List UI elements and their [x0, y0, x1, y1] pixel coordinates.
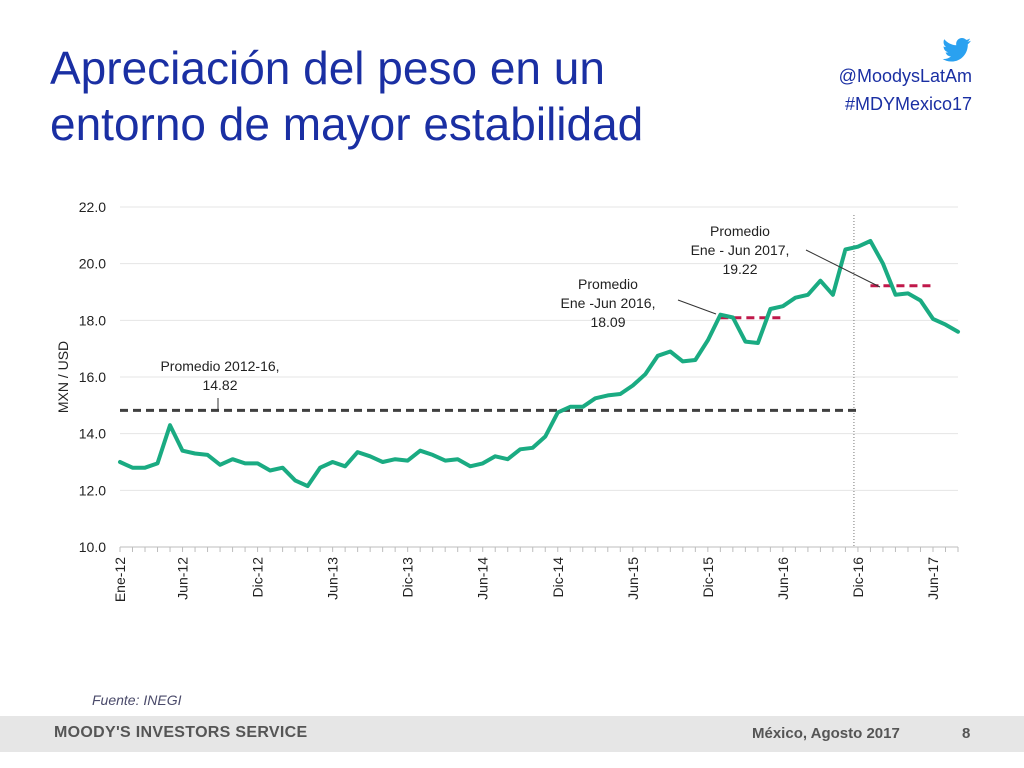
- x-tick-label: Jun-13: [325, 557, 341, 600]
- annotation-value: 19.22: [722, 261, 757, 277]
- source-note: Fuente: INEGI: [92, 692, 182, 708]
- annotation-leader: [677, 299, 717, 315]
- y-tick-label: 16.0: [79, 369, 106, 385]
- twitter-handle[interactable]: @MoodysLatAm: [838, 66, 972, 86]
- annotation-label: Promedio: [578, 276, 638, 292]
- x-tick-label: Dic-14: [550, 557, 566, 598]
- x-tick-label: Dic-15: [700, 557, 716, 598]
- x-tick-label: Ene-12: [112, 557, 128, 602]
- exchange-rate-chart: 10.0 12.0 14.0 16.0 18.0 20.0 22.0 Ene-12 Jun-12…: [55, 199, 960, 602]
- annotation-label: Promedio 2012-16,: [160, 358, 279, 374]
- annotation-label: Promedio: [710, 223, 770, 239]
- footer-date: México, Agosto 2017: [752, 725, 900, 742]
- y-tick-label: 22.0: [79, 199, 106, 215]
- annotation-value: 14.82: [202, 377, 237, 393]
- annotation-value: 18.09: [590, 314, 625, 330]
- exchange-rate-line: [118, 239, 960, 489]
- hashtag[interactable]: #MDYMexico17: [844, 94, 972, 114]
- x-tick-label: Dic-16: [850, 557, 866, 598]
- annotation-label: Ene - Jun 2017,: [691, 242, 790, 258]
- annotation-leader: [805, 249, 881, 288]
- title-line-1: Apreciación del peso en un: [50, 42, 605, 94]
- page-number: 8: [962, 725, 971, 742]
- twitter-bird-icon: [942, 38, 971, 62]
- x-tick-label: Dic-12: [250, 557, 266, 598]
- y-tick-label: 12.0: [79, 482, 106, 498]
- y-axis-label: MXN / USD: [55, 341, 71, 413]
- x-tick-label: Dic-13: [400, 557, 416, 598]
- footer-brand: MOODY'S INVESTORS SERVICE: [54, 724, 308, 741]
- x-tick-label: Jun-14: [475, 557, 491, 600]
- x-tick-label: Jun-17: [925, 557, 941, 600]
- social-block: @MoodysLatAm #MDYMexico17: [839, 38, 972, 118]
- footer-bar: MOODY'S INVESTORS SERVICE México, Agosto…: [0, 716, 1024, 752]
- title-line-2: entorno de mayor estabilidad: [50, 98, 644, 150]
- x-tick-label: Jun-15: [625, 557, 641, 600]
- y-tick-label: 14.0: [79, 426, 106, 442]
- x-tick-label: Jun-12: [175, 557, 191, 600]
- slide-title: Apreciación del peso en un entorno de ma…: [50, 40, 790, 152]
- y-tick-label: 20.0: [79, 256, 106, 272]
- y-tick-label: 18.0: [79, 312, 106, 328]
- y-tick-label: 10.0: [79, 539, 106, 555]
- annotation-label: Ene -Jun 2016,: [561, 295, 656, 311]
- x-tick-label: Jun-16: [775, 557, 791, 600]
